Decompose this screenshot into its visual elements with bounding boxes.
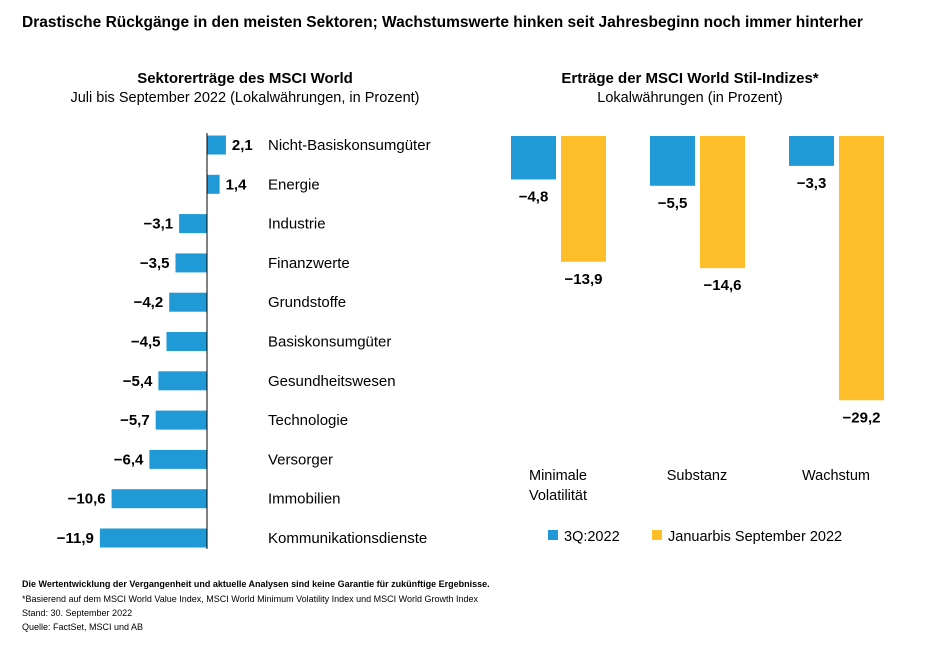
sector-value-label: −3,5 (140, 255, 170, 272)
sector-value-label: 1,4 (226, 176, 248, 193)
sector-value-label: −5,4 (123, 373, 153, 390)
sector-category-label: Kommunikationsdienste (268, 530, 427, 547)
style-value-label: −3,3 (797, 175, 827, 192)
style-bar (839, 136, 884, 401)
style-bar (561, 136, 606, 262)
right-chart-title: Erträge der MSCI World Stil-Indizes* (561, 70, 819, 87)
legend-label: 3Q:2022 (564, 529, 620, 545)
sector-value-label: −6,4 (114, 451, 144, 468)
legend-swatch (548, 530, 558, 540)
style-bar (511, 136, 556, 180)
page-title: Drastische Rückgänge in den meisten Sekt… (22, 14, 863, 31)
style-value-label: −29,2 (843, 409, 881, 426)
sector-bar (207, 174, 220, 194)
style-category-label: Volatilität (529, 488, 587, 504)
sector-value-label: −10,6 (68, 491, 106, 508)
sector-value-label: −11,9 (57, 530, 94, 547)
sector-category-label: Industrie (268, 216, 326, 233)
sector-category-label: Technologie (268, 412, 348, 429)
style-category-label: Substanz (667, 468, 727, 484)
sector-category-label: Immobilien (268, 491, 341, 508)
sector-value-label: −4,2 (134, 294, 164, 311)
sector-bar (169, 292, 207, 312)
footnote: *Basierend auf dem MSCI World Value Inde… (22, 594, 479, 604)
sector-value-label: −3,1 (143, 216, 173, 233)
sector-category-label: Grundstoffe (268, 294, 346, 311)
sector-value-label: −4,5 (131, 334, 161, 351)
sector-category-label: Versorger (268, 451, 333, 468)
left-chart-title: Sektorerträge des MSCI World (137, 70, 353, 87)
sector-value-label: 2,1 (232, 137, 253, 154)
style-value-label: −13,9 (565, 271, 603, 288)
legend-label: Januarbis September 2022 (668, 529, 842, 545)
charts-svg: 2,1 Nicht-Basiskonsumgüter 1,4 Energie −3,1 I… (57, 133, 884, 549)
style-bar (789, 136, 834, 166)
sector-category-label: Finanzwerte (268, 255, 350, 272)
right-chart-subtitle: Lokalwährungen (in Prozent) (597, 90, 783, 106)
style-value-label: −14,6 (704, 277, 742, 294)
sector-bar (111, 489, 207, 509)
sector-bar (207, 135, 226, 155)
source-note: Quelle: FactSet, MSCI und AB (22, 622, 144, 632)
sector-category-label: Nicht-Basiskonsumgüter (268, 137, 431, 154)
left-chart-subtitle: Juli bis September 2022 (Lokalwährungen,… (70, 90, 420, 106)
sector-bar (175, 253, 207, 273)
legend-swatch (652, 530, 662, 540)
date-note: Stand: 30. September 2022 (22, 608, 133, 618)
sector-category-label: Basiskonsumgüter (268, 334, 391, 351)
style-category-label: Minimale (529, 468, 587, 484)
style-value-label: −4,8 (519, 188, 549, 205)
sector-bar (158, 371, 207, 391)
sector-bar (166, 332, 207, 351)
sector-value-label: −5,7 (120, 412, 150, 429)
style-bar (700, 136, 745, 269)
sector-bar (149, 449, 207, 469)
sector-bar (99, 528, 207, 548)
sector-bar (179, 214, 207, 234)
disclaimer: Die Wertentwicklung der Vergangenheit un… (22, 579, 490, 589)
style-bar (650, 136, 695, 186)
sector-category-label: Energie (268, 176, 320, 193)
style-value-label: −5,5 (658, 195, 688, 212)
sector-category-label: Gesundheitswesen (268, 373, 396, 390)
sector-bar (155, 410, 207, 430)
style-category-label: Wachstum (802, 468, 870, 484)
